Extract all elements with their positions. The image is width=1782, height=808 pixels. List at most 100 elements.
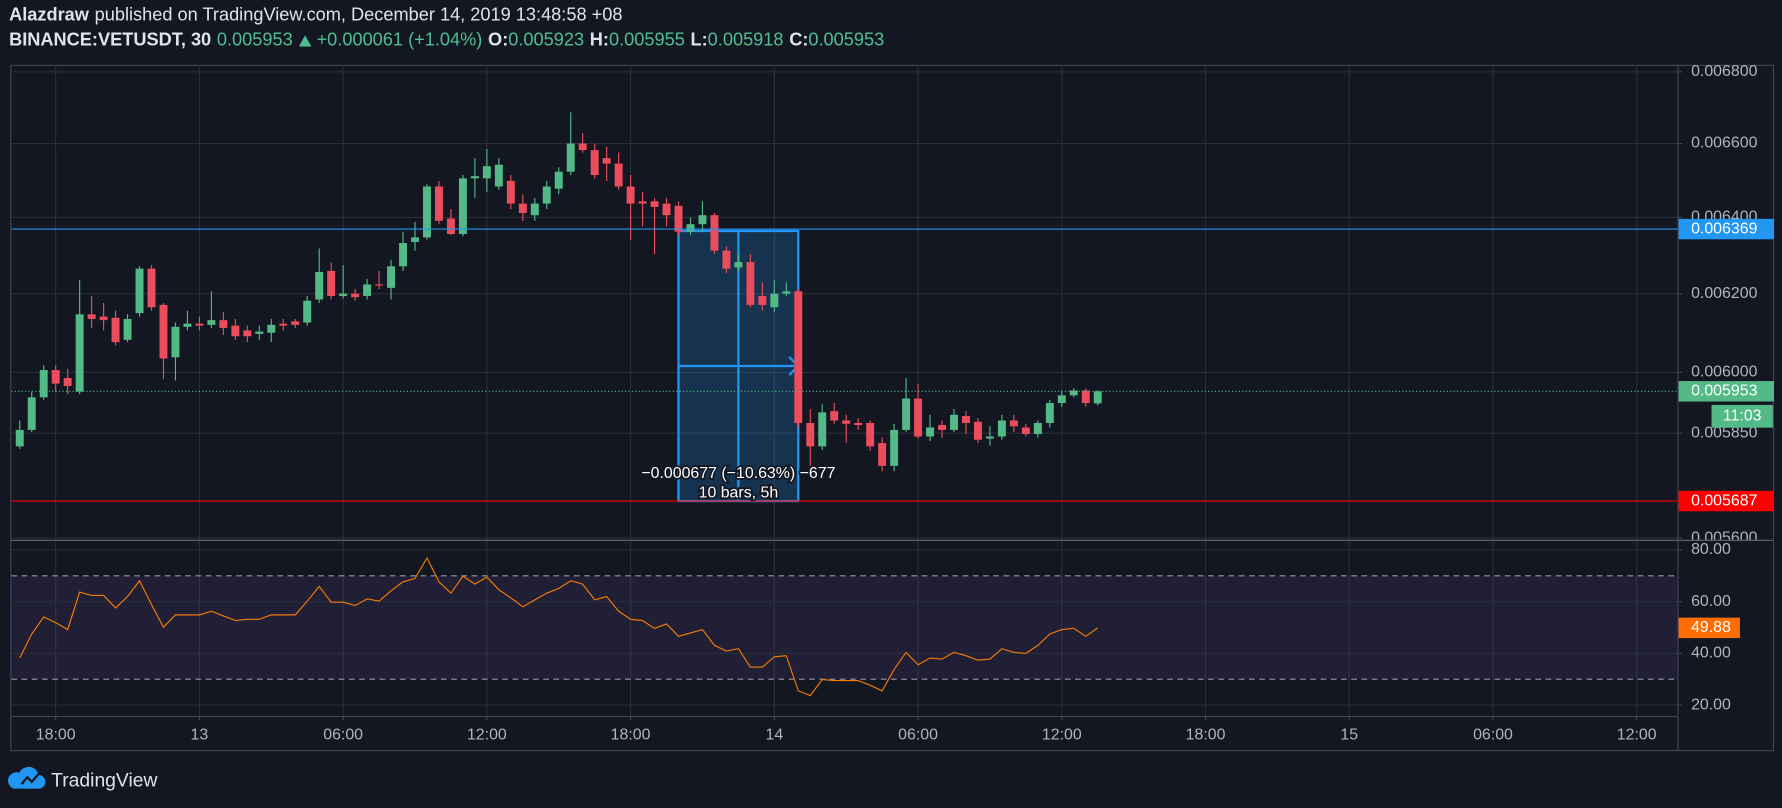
candle-body [614, 163, 623, 187]
candle-body [650, 201, 659, 207]
header-line-1: Alazdraw published on TradingView.com, D… [9, 6, 622, 26]
candle-body [303, 300, 312, 323]
candle-body [219, 320, 228, 328]
candle-body [926, 427, 935, 437]
candle-body [15, 429, 24, 447]
change: +0.000061 (+1.04%) [316, 30, 483, 51]
candle-body [542, 186, 551, 204]
candle-body [973, 421, 982, 440]
candle-body [171, 326, 180, 358]
candle-body [626, 186, 635, 204]
x-tick-label: 12:00 [1042, 726, 1082, 743]
candle-body [878, 443, 887, 466]
ohlc-value: 0.005923 [508, 30, 585, 51]
candle-body [566, 143, 575, 172]
candle-body [854, 422, 863, 426]
x-tick-label: 06:00 [323, 726, 363, 743]
x-tick-label: 18:00 [611, 726, 651, 743]
candle-body [686, 224, 695, 232]
brand-name: TradingView [51, 769, 158, 791]
candle-body [770, 293, 779, 308]
author: Alazdraw [9, 5, 89, 26]
candle-body [842, 420, 851, 424]
candle-body [195, 323, 204, 326]
candle-body [518, 203, 527, 213]
y-tick-label: 0.006600 [1691, 135, 1757, 152]
rsi-band [11, 575, 1678, 680]
candle-body [590, 150, 599, 176]
candle-body [446, 218, 455, 234]
candle-body [794, 291, 803, 423]
candle-body [255, 331, 264, 334]
candle-body [530, 203, 539, 216]
symbol: BINANCE:VETUSDT, 30 [9, 30, 212, 51]
candle-body [1009, 420, 1018, 427]
candle-body [434, 186, 443, 221]
candle-body [662, 203, 671, 216]
candle-body [961, 416, 970, 423]
candle-body [387, 266, 396, 288]
price-axis: 0.0056000.0058500.0060000.0062000.006400… [1677, 65, 1758, 540]
y-tick-label: 80.00 [1691, 541, 1731, 558]
candle-body [1033, 422, 1042, 435]
candle-body [950, 414, 958, 430]
y-tick-label: 20.00 [1691, 696, 1731, 713]
brand-logo-mark [20, 773, 40, 785]
candle-body [830, 411, 839, 421]
candle-body [482, 166, 491, 179]
candle-body [1057, 395, 1066, 404]
candle-body [183, 323, 192, 327]
candle-body [997, 420, 1006, 437]
ohlc-label: H: [589, 30, 609, 51]
candle-body [710, 215, 719, 251]
overlay: 18:00 13 06:00 12:00 18:00 14 06:00 12:00 18:00 1… [36, 218, 1775, 743]
candle-body [806, 422, 815, 447]
y-tick-label: 60.00 [1691, 593, 1731, 610]
candle-body [363, 284, 372, 296]
y-tick-label: 0.006000 [1691, 364, 1757, 381]
candle-body [231, 325, 240, 337]
candle-body [890, 429, 899, 466]
candle-body [411, 237, 419, 242]
candle-body [147, 268, 156, 308]
y-tick-label: 0.005850 [1691, 424, 1757, 441]
candle-body [27, 397, 36, 430]
x-tick-label: 12:00 [1617, 726, 1657, 743]
candle-body [602, 158, 611, 164]
candle-body [985, 436, 994, 439]
candle-body [399, 243, 408, 267]
frame [10, 64, 1775, 752]
ohlc-label: O: [488, 30, 509, 51]
candle-body [279, 323, 288, 326]
candle-body [818, 412, 827, 447]
rsi-pane [11, 540, 1678, 716]
candle-body [722, 250, 731, 269]
price-label: 0.005687 [1691, 492, 1757, 509]
candle-body [111, 317, 120, 343]
countdown: 11:03 [1723, 407, 1762, 424]
candle-body [339, 293, 348, 296]
candle-body [351, 293, 360, 298]
candle-body [674, 205, 683, 232]
candle-body [39, 370, 48, 398]
candle-body [902, 398, 911, 430]
candle-body [458, 178, 467, 234]
candle-body [506, 180, 515, 204]
countdown-box [1711, 404, 1773, 428]
x-tick-label: 13 [191, 726, 209, 743]
publish-info: published on TradingView.com, December 1… [94, 5, 623, 26]
measure-label: −0.000677 (−10.63%) −677 [641, 465, 835, 482]
measure-sublabel: 10 bars, 5h [699, 484, 779, 501]
candle-body [554, 171, 563, 189]
candle-body [638, 201, 647, 204]
candle-body [267, 324, 276, 333]
candle-body [914, 398, 923, 437]
candle-body [291, 321, 300, 325]
candle-body [315, 272, 324, 300]
candle-body [207, 320, 216, 325]
x-tick-label: 06:00 [1473, 726, 1513, 743]
candle-body [758, 295, 767, 305]
candle-body [375, 284, 384, 286]
